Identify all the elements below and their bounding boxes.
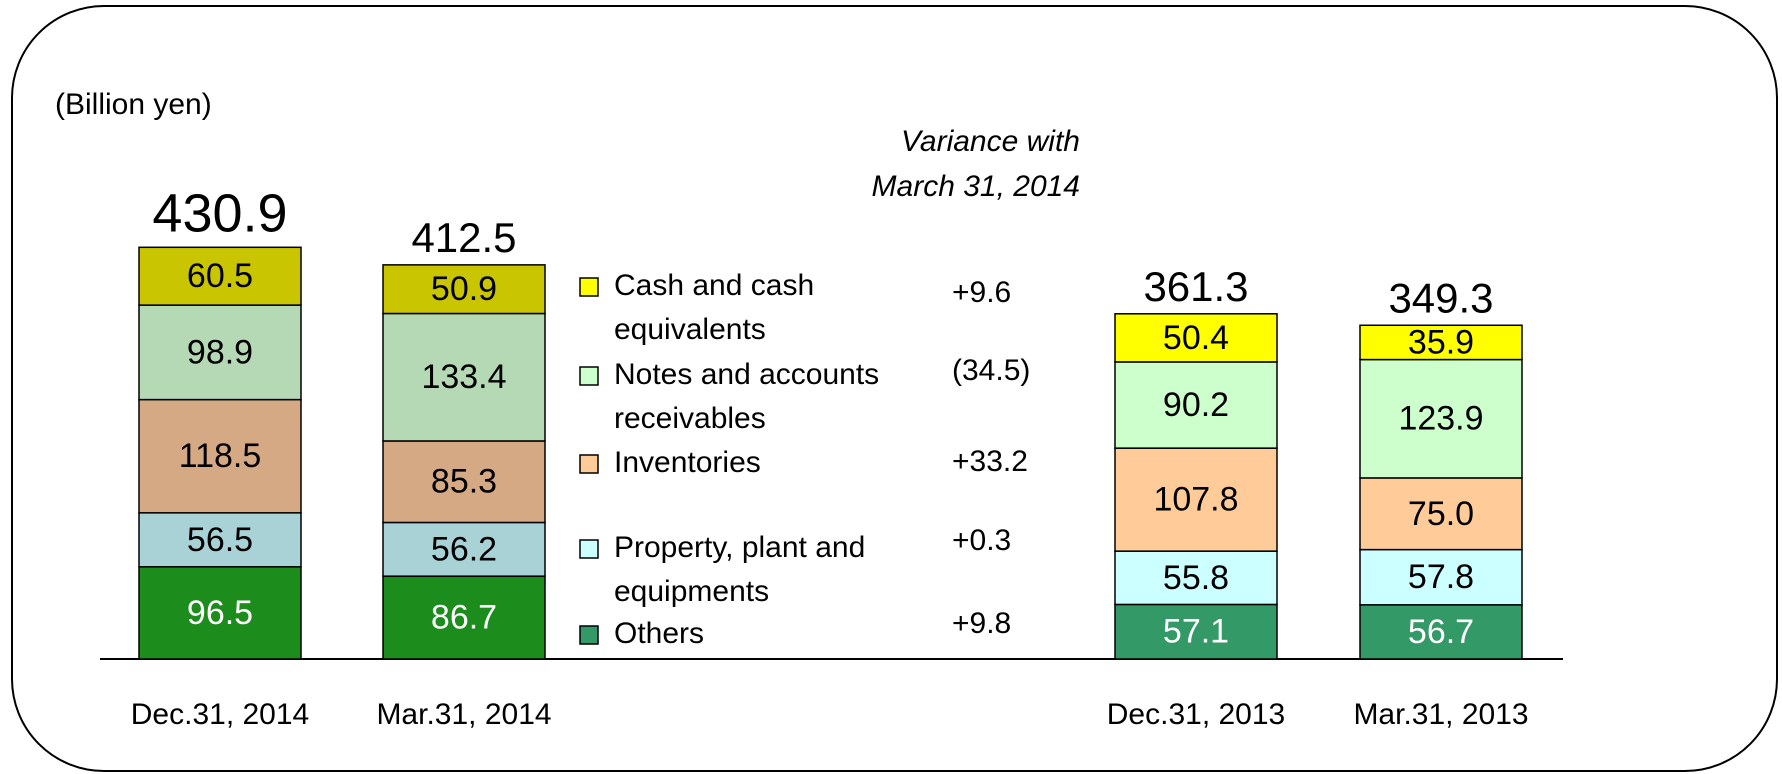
legend-swatch (579, 366, 599, 386)
legend-label: Notes and accounts receivables (614, 358, 880, 435)
segment-label: 55.8 (1163, 559, 1229, 597)
legend-swatch (579, 454, 599, 474)
bar-segment (138, 512, 302, 568)
segment-label: 75.0 (1408, 495, 1474, 533)
segment-label: 96.5 (187, 594, 253, 632)
segment-label: 35.9 (1408, 323, 1474, 361)
bar-segment (382, 575, 546, 660)
segment-label: 118.5 (179, 437, 262, 475)
bar-segment (1114, 447, 1278, 552)
bar-segment (138, 304, 302, 401)
legend-swatch (579, 625, 599, 645)
segment-label: 85.3 (431, 463, 497, 501)
bar-segment (1359, 548, 1523, 606)
bar-segment (1359, 604, 1523, 660)
segment-label: 56.2 (431, 530, 497, 568)
variance-label: +9.6 (952, 276, 1011, 309)
total-label: 361.3 (1143, 263, 1248, 310)
variance-label: +33.2 (952, 445, 1028, 478)
bar-segment (138, 566, 302, 660)
legend-item: Cash and cash equivalents (614, 269, 815, 346)
bar-segment (1114, 313, 1278, 363)
variance-title: March 31, 2014 (872, 170, 1080, 203)
total-label: 430.9 (152, 184, 287, 244)
segment-label: 56.7 (1408, 613, 1474, 651)
bar-segment (382, 521, 546, 577)
legend-item: Inventories (614, 446, 761, 479)
total-label: 349.3 (1388, 274, 1493, 321)
legend-item: Notes and accounts receivables (614, 358, 880, 435)
x-tick-label: Dec.31, 2014 (131, 698, 309, 731)
legend-label: Others (614, 617, 705, 650)
variance-label: (34.5) (952, 354, 1030, 387)
segment-label: 50.4 (1163, 319, 1229, 357)
segment-label: 60.5 (187, 257, 253, 295)
bar-segment (1114, 550, 1278, 606)
x-tick-label: Dec.31, 2013 (1107, 698, 1285, 731)
legend-swatch (579, 539, 599, 559)
bar-segment (138, 398, 302, 514)
legend-label: Property, plant and equipments (614, 531, 866, 608)
bar-segment (1359, 477, 1523, 551)
segment-label: 98.9 (187, 333, 253, 371)
unit-label: (Billion yen) (55, 88, 212, 121)
total-label: 412.5 (411, 214, 516, 261)
segment-label: 90.2 (1163, 386, 1229, 424)
segment-label: 50.9 (431, 270, 497, 308)
variance-label: +0.3 (952, 524, 1011, 557)
legend-label: Inventories (614, 446, 761, 479)
bar-segment (382, 264, 546, 315)
bar-segment (382, 440, 546, 524)
segment-label: 133.4 (421, 358, 506, 396)
segment-label: 86.7 (431, 599, 497, 637)
variance-title: Variance with (901, 125, 1080, 158)
bar-segment (1359, 324, 1523, 361)
legend-item: Property, plant and equipments (614, 531, 866, 608)
legend-item: Others (614, 617, 705, 650)
legend-swatch (579, 277, 599, 297)
bar-segment (1359, 358, 1523, 479)
legend-label: Cash and cash equivalents (614, 269, 815, 346)
variance-label: +9.8 (952, 607, 1011, 640)
bar-segment (138, 246, 302, 306)
segment-label: 107.8 (1153, 481, 1238, 519)
x-tick-label: Mar.31, 2014 (376, 698, 551, 731)
segment-label: 57.8 (1408, 558, 1474, 596)
segment-label: 56.5 (187, 521, 253, 559)
segment-label: 123.9 (1398, 400, 1483, 438)
bar-segment (1114, 603, 1278, 660)
bar-segment (382, 312, 546, 442)
x-tick-label: Mar.31, 2013 (1353, 698, 1528, 731)
segment-label: 57.1 (1163, 613, 1229, 651)
